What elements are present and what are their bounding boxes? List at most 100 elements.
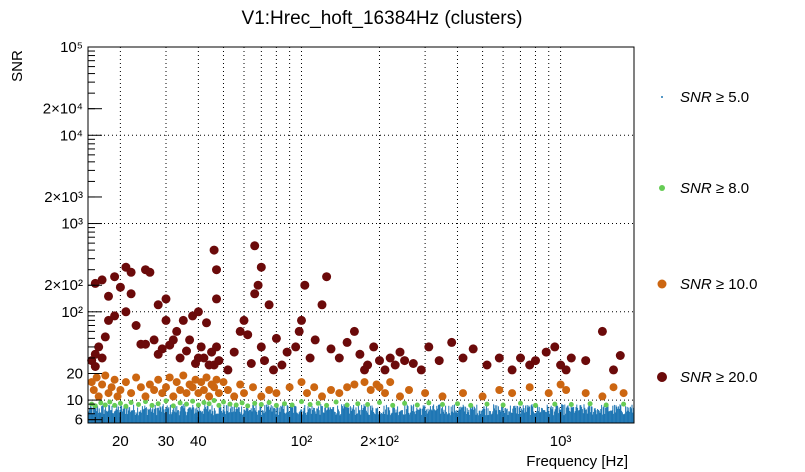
snr-20-point bbox=[212, 265, 221, 275]
snr-8-point bbox=[484, 401, 490, 407]
snr-8-point bbox=[390, 402, 396, 408]
snr-8-point bbox=[273, 402, 279, 408]
snr-8-point bbox=[163, 398, 169, 404]
snr-8-point bbox=[402, 400, 408, 406]
snr-10-point bbox=[94, 392, 103, 401]
snr-8-point bbox=[252, 400, 258, 406]
snr-10-point bbox=[297, 378, 306, 387]
snr-8-point bbox=[282, 401, 287, 407]
snr-8-point bbox=[128, 400, 134, 405]
legend-marker bbox=[657, 372, 667, 382]
snr-10-point bbox=[310, 383, 319, 392]
snr-8-point bbox=[258, 402, 264, 407]
snr-20-point bbox=[256, 262, 266, 272]
snr-8-point bbox=[177, 400, 183, 406]
snr-8-point bbox=[136, 402, 141, 407]
snr-8-point bbox=[455, 401, 460, 407]
snr-20-point bbox=[250, 289, 260, 299]
x-tick-label: 30 bbox=[158, 433, 175, 450]
snr-8-point bbox=[365, 402, 371, 407]
snr-20-point bbox=[175, 353, 185, 363]
snr-10-point bbox=[176, 386, 185, 394]
snr-8-point bbox=[155, 401, 161, 407]
snr-8-point bbox=[568, 402, 574, 407]
snr-20-point bbox=[291, 342, 301, 352]
snr-10-point bbox=[381, 389, 389, 398]
snr-10-point bbox=[236, 380, 245, 389]
snr-10-point bbox=[127, 389, 136, 398]
snr-8-point bbox=[500, 402, 506, 408]
snr-20-point bbox=[145, 267, 155, 277]
snr-20-point bbox=[385, 353, 395, 363]
snr-20-point bbox=[157, 344, 167, 354]
snr-20-point bbox=[104, 291, 113, 301]
snr-8-point bbox=[201, 400, 207, 405]
snr-10-point bbox=[92, 373, 101, 382]
plot-frame bbox=[87, 46, 635, 424]
snr-10-point bbox=[219, 378, 228, 387]
snr-10-point bbox=[619, 389, 628, 398]
snr-8-point bbox=[377, 400, 382, 405]
y-tick-label: 6 bbox=[75, 412, 83, 429]
legend-marker bbox=[659, 185, 665, 191]
snr-10-point bbox=[179, 371, 188, 380]
snr-20-point bbox=[297, 315, 306, 325]
y-tick-label: 10² bbox=[61, 304, 83, 321]
snr-10-point bbox=[478, 392, 487, 401]
snr-20-point bbox=[209, 245, 219, 255]
snr-8-point bbox=[315, 400, 321, 406]
legend-marker bbox=[657, 279, 667, 289]
snr-10-point bbox=[544, 389, 553, 398]
snr-8-point bbox=[190, 398, 196, 404]
snr-8-point bbox=[289, 402, 295, 408]
snr-8-point bbox=[211, 398, 217, 403]
snr-20-point bbox=[355, 349, 365, 359]
snr-20-point bbox=[97, 353, 107, 363]
snr-20-point bbox=[223, 365, 233, 375]
snr-8-point bbox=[227, 401, 233, 407]
snr-20-point bbox=[408, 359, 418, 368]
y-tick-label: 10⁵ bbox=[60, 39, 83, 56]
snr-20-point bbox=[395, 347, 405, 357]
snr-20-point bbox=[212, 294, 221, 304]
snr-10-point bbox=[303, 389, 311, 398]
snr-8-point bbox=[143, 399, 148, 405]
snr-10-point bbox=[459, 389, 467, 398]
legend: SNR ≥ 5.0 SNR ≥ 8.0 SNR ≥ 10.0 SNR ≥ 20.0 bbox=[657, 89, 757, 386]
snr-10-point bbox=[396, 392, 404, 401]
y-axis-ticks: 6 10 20 10² 2×10² 10³ 2×10³ 10⁴ 2×10⁴ 10⁵ bbox=[43, 39, 102, 429]
snr-20-point bbox=[214, 356, 224, 366]
snr-20-point bbox=[334, 353, 344, 363]
snr-8-point bbox=[518, 400, 523, 406]
snr-10-point bbox=[508, 389, 517, 398]
chart-title: V1:Hrec_hoft_16384Hz (clusters) bbox=[242, 8, 523, 29]
snr-20-point bbox=[597, 326, 607, 336]
snr-10-point bbox=[116, 386, 125, 394]
snr-20-point bbox=[246, 359, 256, 368]
snr-10-point bbox=[101, 371, 110, 380]
snr-8-point bbox=[533, 402, 538, 408]
snr-10-point bbox=[205, 392, 214, 401]
snr-10-point bbox=[150, 386, 159, 394]
snr-20-point bbox=[375, 356, 384, 366]
snr-8-point bbox=[440, 402, 445, 407]
snr-10-point bbox=[110, 375, 119, 384]
snr-10-point bbox=[240, 389, 248, 398]
snr-20-point bbox=[269, 365, 278, 375]
snr-20-point bbox=[131, 321, 141, 330]
snr-10-point bbox=[107, 383, 116, 392]
snr-8-point bbox=[324, 402, 330, 408]
snr-10-point bbox=[265, 386, 274, 394]
snr-20-point bbox=[141, 339, 150, 349]
snr-20-point bbox=[317, 300, 327, 310]
snr-10-point bbox=[285, 383, 294, 392]
snr-10-point bbox=[438, 392, 447, 401]
snr-8-point bbox=[117, 400, 123, 406]
snr-20-point bbox=[110, 272, 120, 282]
snr-10-point bbox=[199, 386, 208, 394]
snr-10-point bbox=[104, 389, 113, 398]
snr-8-point bbox=[603, 402, 609, 408]
snr-10-point bbox=[169, 392, 178, 401]
snr-20-point bbox=[390, 360, 400, 370]
snr-20-point bbox=[121, 307, 131, 317]
